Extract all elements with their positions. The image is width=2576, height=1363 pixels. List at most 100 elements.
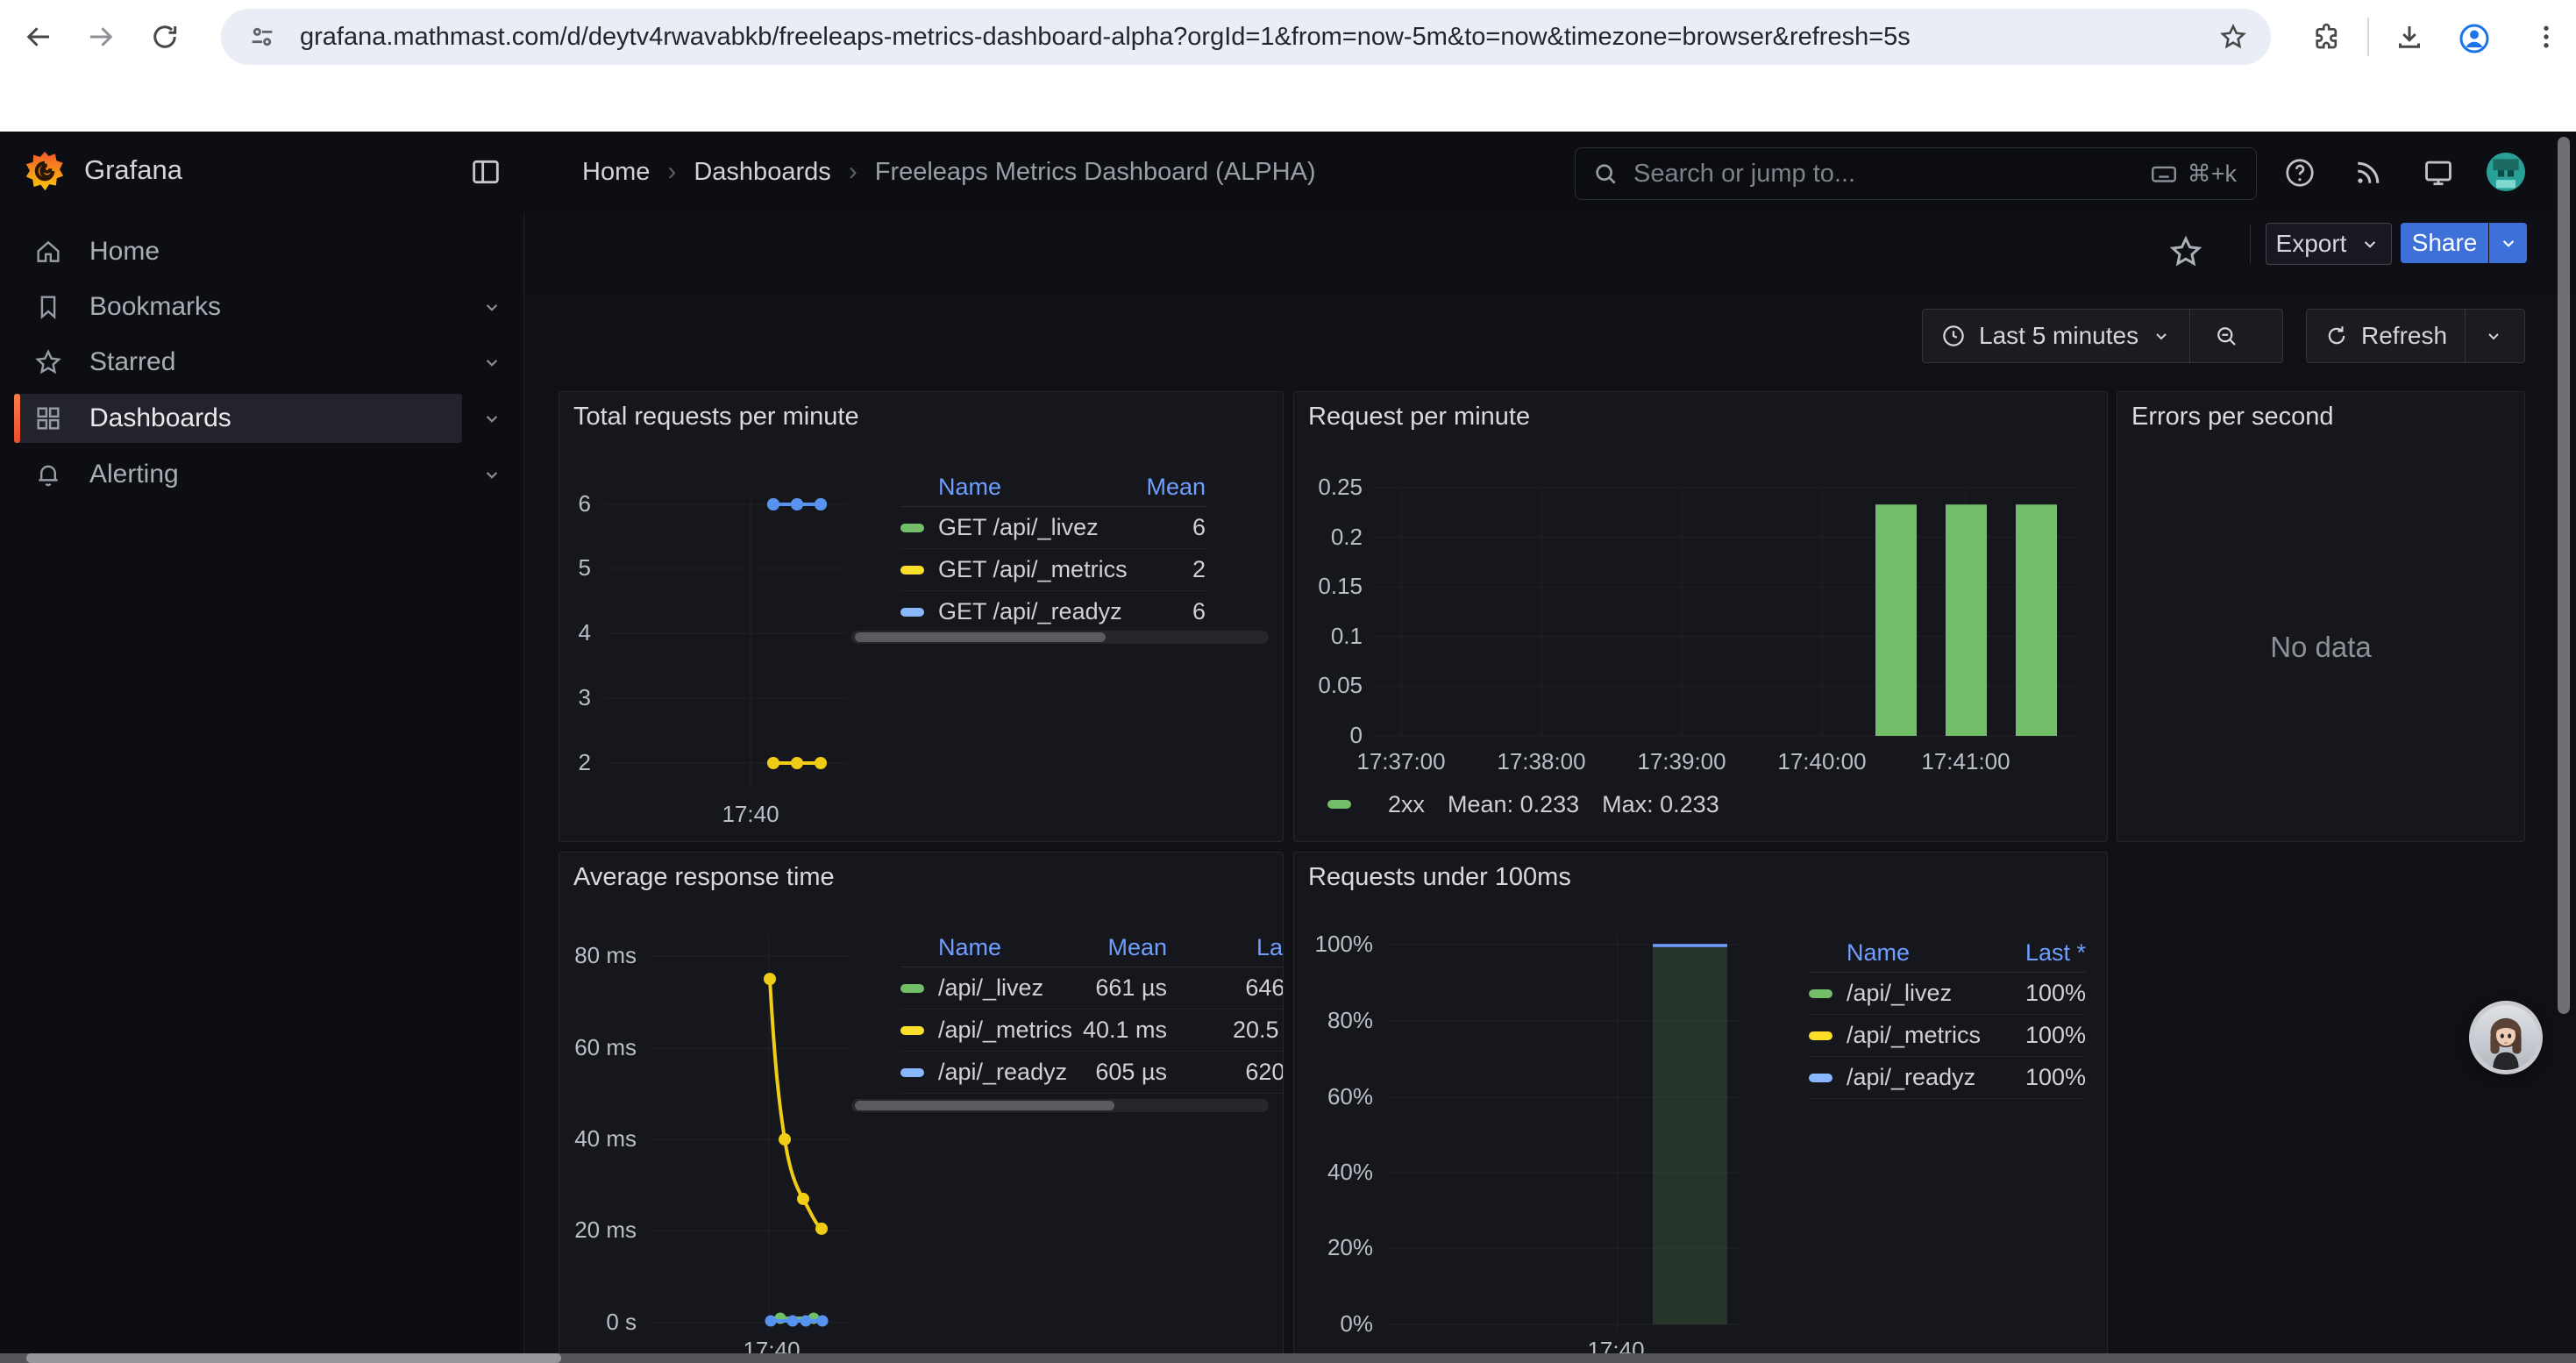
chevron-down-icon[interactable]	[480, 407, 503, 434]
series-pill	[900, 607, 924, 617]
legend-row[interactable]: /api/_metrics 40.1 ms 20.5 ms	[900, 1010, 1283, 1052]
grafana-logo[interactable]	[25, 151, 65, 191]
downloads-icon[interactable]	[2394, 21, 2425, 53]
legend-row[interactable]: GET /api/_livez 6	[900, 507, 1206, 549]
floating-assistant-avatar[interactable]	[2469, 1001, 2543, 1074]
breadcrumb-item[interactable]: Dashboards	[694, 157, 831, 186]
bar-chart	[1389, 936, 1743, 1331]
horizontal-scrollbar-track[interactable]	[0, 1353, 2576, 1363]
bookmark-star-icon[interactable]	[2218, 22, 2248, 52]
refresh-interval-dropdown[interactable]	[2466, 310, 2522, 362]
legend-item-2xx[interactable]: 2xx Mean: 0.233 Max: 0.233	[1327, 789, 1719, 820]
legend-row[interactable]: /api/_livez 100%	[1809, 973, 2086, 1015]
panel-request-per-minute[interactable]: Request per minute 2xx Mean: 0.233 Max: …	[1293, 391, 2108, 842]
chevron-down-icon[interactable]	[480, 296, 503, 323]
vertical-scrollbar[interactable]	[2558, 137, 2570, 1014]
panel-requests-under-100ms[interactable]: Requests under 100ms Name Last * /api/_liv…	[1293, 852, 2108, 1363]
home-icon	[33, 237, 63, 267]
sidebar-item-starred[interactable]: Starred	[14, 338, 498, 387]
nav-sidebar: Home Bookmarks Starred Dashboards Alerting	[0, 212, 524, 1363]
legend-column-header[interactable]: Name	[938, 933, 1002, 960]
chevron-down-icon[interactable]	[480, 351, 503, 378]
user-avatar[interactable]	[2487, 153, 2525, 191]
y-axis-tick: 6	[578, 490, 591, 517]
back-icon[interactable]	[23, 21, 54, 53]
zoom-out-button[interactable]	[2190, 310, 2262, 362]
y-axis-tick: 40 ms	[574, 1125, 637, 1152]
legend-row[interactable]: GET /api/_metrics 2	[900, 549, 1206, 591]
legend-row[interactable]: GET /api/_readyz 6	[900, 591, 1206, 633]
bar-chart	[1373, 487, 2077, 737]
bookmarks-bar: Freeleaps 收藏博客	[0, 74, 2576, 192]
chevron-down-icon	[2502, 240, 2514, 247]
chevron-down-icon[interactable]	[480, 463, 503, 490]
panel-total-requests-per-minute[interactable]: Total requests per minute Name Mean GET /a…	[559, 391, 1284, 842]
series-pill	[900, 1025, 924, 1035]
series-value: 605 µs	[1095, 1059, 1167, 1085]
time-range-picker[interactable]: Last 5 minutes	[1923, 310, 2189, 362]
legend-row[interactable]: /api/_readyz 605 µs 620 µs	[900, 1052, 1284, 1094]
share-dropdown-button[interactable]	[2489, 223, 2527, 263]
actions-divider	[2250, 225, 2251, 263]
legend-scrollbar[interactable]	[851, 1099, 1269, 1112]
export-button[interactable]: Export	[2266, 223, 2392, 265]
refresh-controls: Refresh	[2306, 309, 2525, 363]
legend-column-header[interactable]: Mean	[1107, 933, 1167, 960]
profile-icon[interactable]	[2457, 21, 2492, 56]
search-icon	[1591, 160, 1619, 188]
panel-average-response-time[interactable]: Average response time Name Mean Last * /api…	[559, 852, 1284, 1363]
legend-row[interactable]: /api/_livez 661 µs 646 µs	[900, 967, 1283, 1010]
legend-column-header[interactable]: Last *	[1256, 933, 1283, 960]
legend-column-header[interactable]: Name	[938, 473, 1002, 500]
forward-icon[interactable]	[85, 21, 117, 53]
y-axis-tick: 0.1	[1330, 622, 1363, 649]
sidebar-item-alerting[interactable]: Alerting	[14, 450, 498, 499]
extensions-icon[interactable]	[2311, 21, 2343, 53]
grafana-app: Grafana Home › Dashboards › Freeleaps Metric…	[0, 132, 2576, 1363]
sidebar-item-bookmarks[interactable]: Bookmarks	[14, 282, 498, 332]
site-settings-icon[interactable]	[247, 22, 277, 52]
news-rss-icon[interactable]	[2352, 156, 2385, 194]
series-pill	[900, 983, 924, 993]
series-name: /api/_livez	[1847, 980, 1953, 1006]
series-value: 40.1 ms	[1082, 1017, 1167, 1043]
y-axis-tick: 20%	[1327, 1234, 1373, 1260]
series-pill	[1327, 800, 1351, 809]
line-chart	[606, 493, 847, 791]
horizontal-scrollbar-thumb[interactable]	[26, 1353, 561, 1363]
series-name: GET /api/_livez	[938, 514, 1099, 540]
legend-header: Name Mean	[900, 467, 1206, 507]
y-axis-tick: 0%	[1340, 1310, 1373, 1337]
refresh-icon	[2328, 326, 2345, 345]
legend-column-header[interactable]: Name	[1847, 938, 1911, 966]
legend-header: Name Last *	[1809, 933, 2086, 973]
menu-kebab-icon[interactable]	[2530, 21, 2562, 53]
refresh-button[interactable]: Refresh	[2307, 310, 2465, 362]
y-axis-tick: 0.15	[1318, 573, 1363, 600]
breadcrumb-item[interactable]: Home	[582, 157, 651, 186]
legend-row[interactable]: /api/_readyz 100%	[1809, 1057, 2086, 1099]
url-bar[interactable]: grafana.mathmast.com/d/deytv4rwavabkb/fr…	[221, 9, 2271, 65]
sidebar-item-dashboards[interactable]: Dashboards	[14, 394, 498, 443]
legend-column-header[interactable]: Last *	[2025, 938, 2086, 966]
help-icon[interactable]	[2283, 156, 2316, 194]
y-axis-tick: 0.05	[1318, 672, 1363, 699]
legend-column-header[interactable]: Mean	[1146, 473, 1206, 500]
monitor-kiosk-icon[interactable]	[2422, 156, 2455, 194]
panel-title: Average response time	[573, 863, 835, 891]
y-axis-tick: 80%	[1327, 1007, 1373, 1033]
series-value: 100%	[2025, 1022, 2086, 1048]
series-value: 620 µs	[1245, 1059, 1284, 1085]
legend-scrollbar[interactable]	[851, 631, 1269, 644]
reload-icon[interactable]	[149, 21, 181, 53]
search-input[interactable]: Search or jump to... ⌘+k	[1575, 147, 2257, 200]
star-dashboard-icon[interactable]	[2167, 233, 2204, 275]
collapse-sidebar-icon[interactable]	[468, 154, 503, 194]
legend-row[interactable]: /api/_metrics 100%	[1809, 1015, 2086, 1057]
share-button[interactable]: Share	[2401, 223, 2488, 263]
panel-errors-per-second[interactable]: Errors per second No data	[2117, 391, 2525, 842]
sidebar-item-home[interactable]: Home	[14, 227, 462, 276]
series-pill	[1809, 1031, 1832, 1040]
y-axis-tick: 0	[1349, 722, 1363, 748]
